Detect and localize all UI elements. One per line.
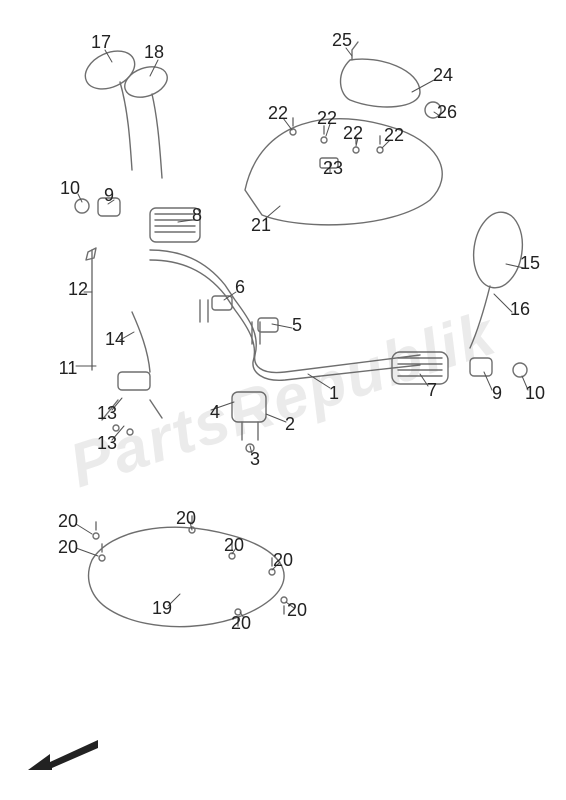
- callout-20: 20: [273, 551, 293, 569]
- callout-26: 26: [437, 103, 457, 121]
- callout-21: 21: [251, 216, 271, 234]
- callout-1: 1: [329, 384, 339, 402]
- callout-17: 17: [91, 33, 111, 51]
- callout-10: 10: [60, 179, 80, 197]
- callout-23: 23: [323, 159, 343, 177]
- callout-6: 6: [235, 278, 245, 296]
- callout-13: 13: [97, 404, 117, 422]
- callout-9: 9: [492, 384, 502, 402]
- callout-24: 24: [433, 66, 453, 84]
- callout-7: 7: [427, 381, 437, 399]
- callout-16: 16: [510, 300, 530, 318]
- callout-10: 10: [525, 384, 545, 402]
- callout-22: 22: [343, 124, 363, 142]
- callout-20: 20: [58, 512, 78, 530]
- callout-22: 22: [384, 126, 404, 144]
- callout-20: 20: [58, 538, 78, 556]
- callout-20: 20: [287, 601, 307, 619]
- callout-8: 8: [192, 206, 202, 224]
- callout-22: 22: [268, 104, 288, 122]
- callout-3: 3: [250, 450, 260, 468]
- callout-20: 20: [231, 614, 251, 632]
- callout-20: 20: [224, 536, 244, 554]
- callout-20: 20: [176, 509, 196, 527]
- callout-19: 19: [152, 599, 172, 617]
- callout-12: 12: [68, 280, 88, 298]
- callout-4: 4: [210, 403, 220, 421]
- callout-22: 22: [317, 109, 337, 127]
- callout-2: 2: [285, 415, 295, 433]
- callout-13: 13: [97, 434, 117, 452]
- callout-11: 11: [59, 359, 78, 377]
- callout-25: 25: [332, 31, 352, 49]
- callout-18: 18: [144, 43, 164, 61]
- callout-15: 15: [520, 254, 540, 272]
- callout-14: 14: [105, 330, 125, 348]
- callout-5: 5: [292, 316, 302, 334]
- orientation-arrow: [28, 740, 98, 770]
- callout-9: 9: [104, 186, 114, 204]
